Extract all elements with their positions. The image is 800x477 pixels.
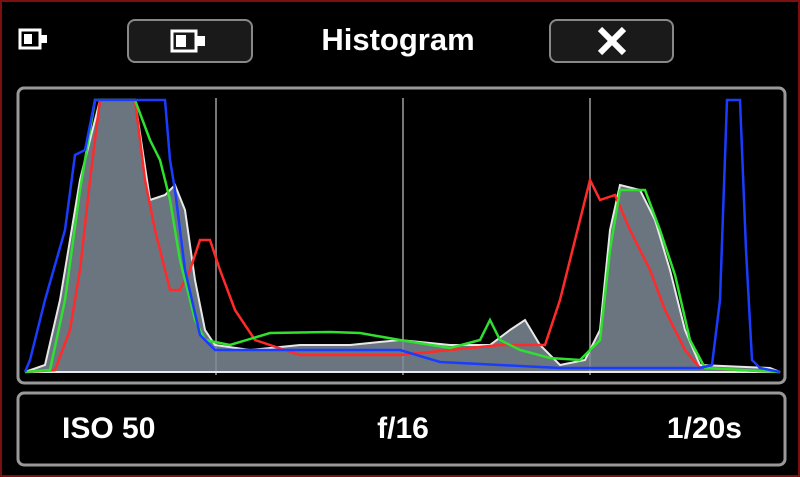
blue-channel	[23, 98, 781, 374]
histogram-panel	[16, 86, 787, 385]
green-channel	[24, 98, 781, 374]
battery-button[interactable]	[127, 19, 253, 63]
battery-indicator	[18, 28, 47, 50]
iso-value: ISO 50	[62, 412, 155, 445]
shutter-value: 1/20s	[667, 412, 742, 445]
info-bar: ISO 50 f/16 1/20s	[16, 391, 787, 467]
screen-title: Histogram	[321, 22, 474, 57]
aperture-value: f/16	[377, 412, 429, 445]
close-button[interactable]	[549, 19, 674, 63]
